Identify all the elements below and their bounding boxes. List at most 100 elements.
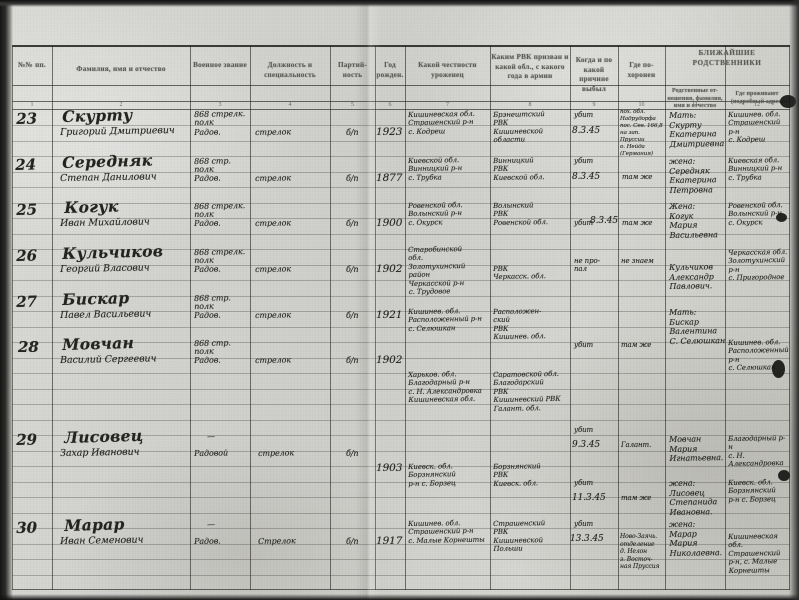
col-number-10: 10 — [638, 102, 645, 108]
row-given-name: Захар Иванович — [59, 446, 140, 459]
row-position: Радов. — [193, 127, 221, 137]
row-rvk: Винницкий РВК Киевской обл. — [493, 156, 545, 182]
col-number-2: 2 — [119, 102, 123, 108]
table-bottom-border — [12, 589, 790, 590]
col-header-11: Родственные от- ношения, фамилия, имя и … — [667, 88, 723, 110]
row-relative-address: Черкасская обл. Золотухинский р-н с. При… — [728, 247, 788, 283]
row-rvk: Страшенский РВК Кишиневской Польши — [493, 519, 546, 554]
row-surname: Середняк — [61, 150, 153, 172]
row-rvk: Борзнянский РВК Киевск. обл. — [493, 462, 541, 488]
row-birthplace: Кишинев. обл. Страшенский р-н с. Малые К… — [408, 519, 485, 545]
header-bottom-border — [12, 101, 790, 102]
row-specialty: стрелок — [254, 355, 292, 365]
row-birth-year: 1921 — [376, 309, 403, 321]
row-party: б/п — [346, 311, 359, 320]
col-number-4: 4 — [288, 102, 292, 108]
row-birth-year: 1917 — [376, 535, 403, 547]
row-relative: Мать: Бискар Валентина С. Селюшкан — [669, 307, 726, 346]
col-number-11: 11 — [692, 102, 698, 108]
col-border-4 — [330, 45, 331, 590]
row-rvk: Волынский РВК Ровенской обл. — [493, 201, 549, 227]
row-given-name: Степан Данилович — [59, 171, 157, 184]
row-burial: Ново-Заячь. отделение д. Нелон з. Восточ… — [620, 533, 660, 571]
row-relative: Мовчан Мария Игнатьевна. — [669, 434, 724, 463]
row-outcome: убит — [574, 157, 594, 165]
row-position: Радов. — [193, 264, 221, 274]
row-birthplace: Ровенской обл. Волынский р-н с. Окурск — [408, 201, 463, 227]
scan-edge-right — [789, 0, 799, 600]
row-birthplace: Харьков. обл. Благодарный р-н с. Н. Алек… — [408, 370, 482, 405]
row-outcome: убит — [574, 219, 594, 227]
col-number-12: 12 — [754, 102, 760, 108]
row-rank: 868 стр. полк — [193, 156, 231, 175]
row-seq: 30 — [15, 518, 38, 537]
col-header-7: Какой честности уроженец — [418, 61, 477, 79]
row-given-name: Иван Семенович — [59, 534, 144, 547]
row-seq: 24 — [14, 155, 37, 174]
col-border-10 — [665, 45, 666, 590]
row-surname: Бискар — [61, 288, 130, 309]
row-given-name: Григорий Дмитриевич — [59, 125, 175, 138]
row-burial: там же — [622, 173, 653, 181]
col-header-5: Партий- ность — [337, 61, 368, 79]
row-surname: Кульчиков — [61, 241, 164, 263]
row-party: б/п — [346, 219, 359, 228]
col-group-header-relatives: БЛИЖАЙШИЕ РОДСТВЕННИКИ — [692, 49, 762, 67]
row-outcome: убит — [574, 111, 594, 119]
row-outcome-date: 8.3.45 — [590, 216, 619, 226]
row-outcome: убит — [574, 426, 594, 434]
col-header-2: Фамилия, имя и отчество — [76, 65, 166, 73]
scan-edge-bottom — [0, 594, 799, 600]
row-relative: жена: Лисовец Степанида Ивановна. — [669, 478, 718, 517]
row-birth-year: 1902 — [376, 354, 403, 366]
row-relative: Мать: Скурту Екатерина Дмитриевна — [669, 110, 725, 149]
row-burial: там же — [622, 219, 653, 227]
col-border-7 — [490, 45, 491, 590]
row-party: б/п — [346, 449, 359, 458]
col-number-3: 3 — [218, 102, 222, 108]
row-outcome-date: 8.3.45 — [572, 126, 601, 136]
row-relative: Жена: Когук Мария Васильевна — [669, 201, 718, 240]
row-rank: 868 стрелк. полк — [193, 247, 246, 266]
col-border-2 — [190, 45, 191, 590]
row-relative-address: Киевск. обл. Борзнянский р-н с. Борзец — [728, 478, 776, 504]
row-relative: жена: Середняк Екатерина Петровна — [669, 156, 717, 195]
row-rvk: РВК Черкасск. обл. — [493, 264, 546, 282]
row-relative-address: Ровенской обл. Волынский р-н с. Окурск — [728, 201, 783, 227]
col-border-6 — [405, 45, 406, 590]
row-burial: Галант. — [621, 441, 652, 449]
col-border-9 — [618, 45, 619, 590]
row-birthplace: Кишиневская обл. Страшенский р-н с. Кодр… — [408, 109, 475, 136]
row-outcome-date: 8.3.45 — [572, 172, 601, 182]
row-birthplace: Кишинев. обл. Расположенный р-н с. Селюш… — [408, 307, 482, 333]
row-party: б/п — [346, 356, 359, 365]
row-birth-year: 1903 — [376, 462, 403, 474]
row-party: б/п — [346, 537, 359, 546]
row-specialty: стрелок — [254, 127, 292, 137]
col-number-6: 6 — [388, 102, 392, 108]
row-birth-year: 1877 — [376, 172, 403, 184]
row-rank: — — [206, 431, 216, 441]
col-header-9: Когда и по какой причине выбыл — [575, 56, 613, 93]
row-given-name: Павел Васильевич — [59, 308, 152, 321]
row-outcome: убит — [574, 520, 594, 528]
row-rank: — — [206, 519, 216, 529]
header-group-divider — [12, 85, 790, 86]
col-number-7: 7 — [446, 102, 449, 108]
row-outcome: не про- пал — [574, 257, 600, 274]
col-header-8: Каким РВК призван и какой обл., с какого… — [491, 53, 569, 80]
row-position: Радовой — [193, 448, 229, 458]
row-given-name: Василий Сергеевич — [59, 353, 157, 366]
col-header-12: Где проживают (подробный адрес) — [730, 91, 784, 105]
row-rvk: Брэнештский РВК Кишиневской области — [493, 110, 545, 145]
col-border-3 — [250, 45, 251, 590]
row-surname: Марар — [63, 514, 125, 535]
register-table: №№ пп. Фамилия, имя и отчество Военное з… — [12, 45, 790, 590]
row-specialty: стрелок — [254, 218, 292, 228]
scan-edge-top — [0, 0, 799, 7]
row-rank: 868 стр. полк — [193, 293, 231, 312]
row-seq: 25 — [15, 200, 38, 219]
col-header-10: Где по- хоронен — [627, 61, 656, 79]
row-rvk: Расположен- ский РВК Кишинев. обл. — [493, 307, 546, 342]
row-specialty: Стрелок — [257, 536, 296, 546]
